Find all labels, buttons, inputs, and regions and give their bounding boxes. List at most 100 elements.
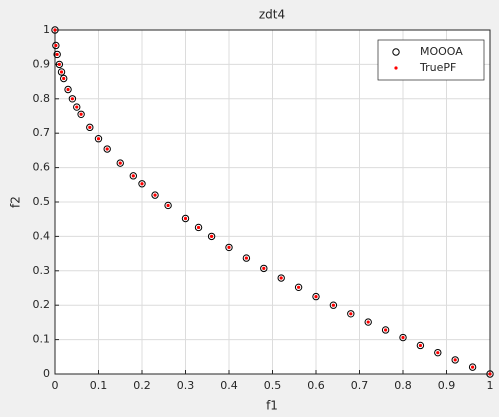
point — [153, 193, 157, 197]
point — [242, 254, 251, 262]
legend-marker — [392, 48, 400, 56]
x-tick-label: 0.2 — [133, 379, 151, 392]
point — [151, 191, 159, 199]
point — [364, 318, 372, 326]
point — [225, 243, 233, 252]
point — [488, 372, 492, 376]
axes-box — [54, 29, 491, 375]
y-axis-label: f2 — [9, 196, 23, 208]
point — [103, 145, 111, 153]
legend-label: MOOOA — [420, 45, 463, 58]
y-tick-label: 0.4 — [33, 229, 51, 242]
point — [55, 60, 64, 69]
point — [62, 76, 66, 81]
point — [52, 41, 60, 50]
point — [57, 68, 66, 76]
y-tick-label: 0.7 — [33, 126, 51, 139]
point — [51, 26, 59, 34]
x-tick-label: 0.1 — [90, 379, 108, 392]
point — [77, 110, 85, 118]
point — [164, 201, 172, 210]
point — [262, 266, 266, 270]
point — [347, 310, 355, 318]
x-tick-label: 0.3 — [177, 379, 195, 392]
point — [183, 216, 188, 221]
point — [210, 234, 214, 238]
point — [349, 312, 353, 316]
point — [279, 276, 283, 280]
point — [57, 62, 61, 66]
point — [434, 348, 442, 357]
point — [294, 283, 303, 292]
point — [227, 245, 231, 250]
point — [140, 182, 144, 186]
y-tick-label: 0.5 — [33, 195, 51, 208]
point — [453, 358, 457, 362]
x-tick-label: 0.8 — [394, 379, 412, 392]
point — [451, 356, 459, 364]
x-tick-label: 0 — [52, 379, 59, 392]
legend-box — [377, 39, 485, 81]
point — [60, 74, 68, 83]
point — [401, 335, 405, 340]
x-tick-label: 0.5 — [264, 379, 282, 392]
point — [196, 225, 201, 230]
point — [105, 147, 109, 151]
point — [79, 112, 83, 116]
point — [70, 97, 74, 101]
y-tick-label: 0.6 — [33, 161, 51, 174]
point — [277, 274, 285, 282]
y-tick-label: 0.3 — [33, 264, 51, 277]
point — [116, 159, 124, 167]
y-tick-label: 0.8 — [33, 92, 51, 105]
point — [54, 43, 58, 48]
point — [207, 232, 216, 241]
legend-label: TruePF — [419, 61, 456, 74]
point — [118, 161, 122, 165]
y-tick-label: 0.2 — [33, 298, 51, 311]
x-tick-label: 0.9 — [438, 379, 456, 392]
point — [53, 50, 61, 59]
point — [486, 370, 494, 378]
point — [138, 180, 146, 188]
point — [166, 203, 170, 208]
point — [59, 70, 64, 74]
legend-marker — [394, 66, 398, 70]
point — [468, 363, 477, 371]
point — [416, 341, 425, 350]
point — [471, 365, 475, 369]
point — [297, 285, 301, 289]
point — [399, 333, 407, 342]
point — [312, 292, 320, 301]
point — [64, 85, 72, 94]
y-tick-label: 1 — [43, 23, 50, 36]
point — [366, 320, 370, 324]
x-tick-label: 0.6 — [307, 379, 325, 392]
y-tick-label: 0.1 — [33, 333, 51, 346]
point — [381, 326, 390, 334]
point — [53, 28, 57, 32]
point — [129, 172, 138, 180]
point — [436, 351, 440, 355]
point — [181, 214, 190, 223]
point — [55, 52, 59, 57]
point — [86, 123, 94, 132]
point — [244, 256, 248, 260]
x-tick-label: 1 — [487, 379, 494, 392]
point — [329, 301, 338, 309]
point — [73, 103, 81, 111]
y-tick-label: 0 — [43, 367, 50, 380]
point — [260, 264, 268, 273]
x-tick-label: 0.4 — [220, 379, 238, 392]
x-tick-label: 0.7 — [351, 379, 369, 392]
point — [131, 174, 135, 178]
point — [331, 303, 335, 307]
point — [314, 295, 318, 299]
point — [88, 125, 92, 129]
x-axis-label: f1 — [266, 399, 278, 413]
point — [66, 87, 70, 92]
y-tick-label: 0.9 — [33, 57, 51, 70]
point — [384, 328, 388, 332]
point — [94, 135, 103, 143]
